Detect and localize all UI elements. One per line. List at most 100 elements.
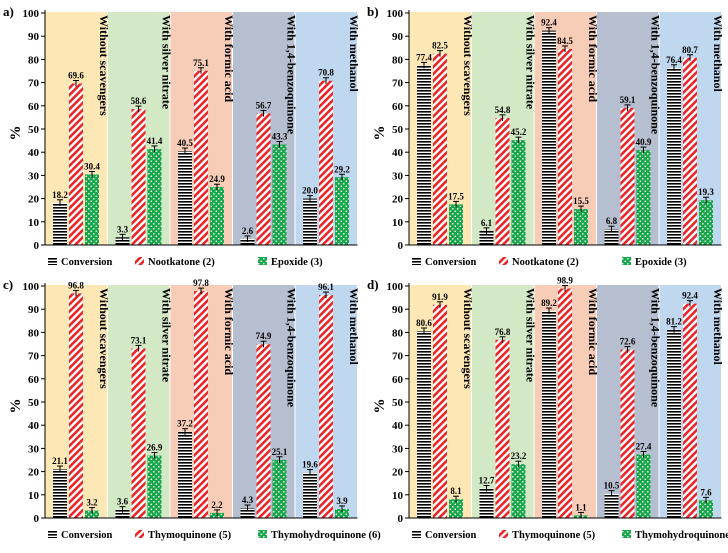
y-tick-label: 40: [28, 420, 40, 432]
data-label: 30.4: [84, 161, 100, 171]
data-label: 73.1: [131, 335, 147, 345]
data-label: 40.9: [636, 137, 652, 147]
group-label: With methanol: [711, 15, 725, 92]
data-label: 7.6: [700, 487, 712, 497]
y-tick-label: 20: [28, 194, 40, 206]
panel-label: b): [367, 4, 379, 19]
y-tick-label: 10: [392, 490, 404, 502]
legend-entry: Conversion: [412, 530, 476, 541]
bar-conversion: [240, 238, 255, 245]
data-label: 43.3: [272, 132, 288, 142]
bar-thymoquinone-5: [683, 303, 697, 518]
bar-conversion: [417, 65, 431, 245]
bar-conversion: [53, 469, 67, 518]
legend-label: Conversion: [61, 530, 112, 541]
legend-entry: Thymoquinone (5): [135, 530, 232, 541]
group-label: With formic acid: [222, 288, 236, 375]
group-label: With silver nitrate: [524, 15, 538, 110]
legend-swatch: [499, 257, 508, 265]
bar-thymoquinone-5: [131, 348, 146, 518]
data-label: 96.1: [318, 282, 334, 292]
y-tick-label: 60: [28, 374, 40, 386]
data-label: 10.5: [604, 481, 620, 491]
data-label: 92.4: [541, 18, 557, 28]
data-label: 80.6: [416, 318, 432, 328]
group-label: Without scavengers: [461, 288, 475, 389]
bar-thymoquinone-5: [256, 344, 271, 518]
legend-label: Epoxide (3): [635, 257, 687, 268]
data-label: 69.6: [68, 71, 84, 81]
bar-conversion: [115, 237, 130, 245]
data-label: 19.3: [698, 187, 714, 197]
data-label: 27.4: [636, 441, 652, 451]
chart-panel-a: 18.2 69.6 30.4 Without scavengers 3.3 58.6 41.…: [3, 4, 361, 268]
legend-entry: Conversion: [48, 257, 112, 268]
data-label: 74.9: [256, 331, 272, 341]
bar-thymohydroquinone-6: [699, 500, 713, 518]
bar-conversion: [178, 151, 192, 245]
group-label: With methanol: [347, 288, 361, 365]
group-label: With silver nitrate: [160, 15, 174, 110]
legend-entry: Epoxide (3): [622, 257, 687, 268]
data-label: 15.5: [573, 196, 589, 206]
data-label: 3.9: [336, 496, 348, 506]
data-label: 76.4: [666, 55, 682, 65]
bar-conversion: [178, 431, 192, 518]
legend-entry: Conversion: [48, 530, 112, 541]
data-label: 40.5: [177, 138, 193, 148]
bar-conversion: [417, 331, 431, 518]
group-label: Without scavengers: [97, 15, 111, 116]
y-tick-label: 30: [28, 170, 40, 182]
legend-label: Conversion: [425, 257, 476, 268]
y-tick-label: 20: [392, 194, 404, 206]
data-label: 76.8: [495, 327, 511, 337]
legend-swatch: [48, 530, 57, 538]
y-tick-label: 0: [34, 513, 40, 525]
data-label: 58.6: [131, 96, 147, 106]
bar-conversion: [303, 472, 317, 518]
data-label: 3.6: [117, 497, 129, 507]
bar-epoxide-3: [335, 177, 349, 245]
y-tick-label: 60: [28, 101, 40, 113]
data-label: 59.1: [620, 95, 636, 105]
data-label: 70.8: [318, 68, 334, 78]
legend-swatch: [135, 530, 144, 538]
legend-entry: Thymoquinone (5): [499, 530, 596, 541]
y-tick-label: 10: [28, 490, 40, 502]
data-label: 8.1: [450, 486, 462, 496]
bar-conversion: [479, 488, 494, 518]
bar-thymohydroquinone-6: [85, 510, 99, 518]
bar-thymohydroquinone-6: [636, 454, 651, 518]
legend-swatch: [412, 257, 421, 265]
y-tick-label: 30: [392, 443, 404, 455]
y-tick-label: 90: [392, 304, 404, 316]
panel-label: c): [3, 277, 13, 292]
legend-swatch: [622, 257, 631, 265]
y-tick-label: 0: [34, 240, 40, 252]
legend-entry: Conversion: [412, 257, 476, 268]
legend-swatch: [48, 257, 57, 265]
y-tick-label: 50: [28, 124, 40, 136]
group-label: With methanol: [711, 288, 725, 365]
y-tick-label: 80: [28, 54, 40, 66]
y-tick-label: 50: [392, 124, 404, 136]
group-label: Without scavengers: [461, 15, 475, 116]
y-tick-label: 60: [392, 101, 404, 113]
data-label: 25.1: [272, 447, 288, 457]
bar-thymohydroquinone-6: [511, 464, 526, 518]
legend-label: Nootkatone (2): [148, 257, 215, 268]
bar-thymoquinone-5: [319, 295, 333, 518]
legend-label: Conversion: [61, 257, 112, 268]
data-label: 3.3: [117, 224, 129, 234]
bar-conversion: [667, 67, 681, 245]
data-label: 98.9: [557, 276, 573, 286]
y-tick-label: 90: [392, 31, 404, 43]
y-axis-label: %: [372, 399, 388, 414]
bar-epoxide-3: [511, 140, 526, 245]
bar-conversion: [604, 493, 619, 518]
legend-entry: Nootkatone (2): [499, 257, 579, 268]
legend-swatch: [135, 257, 144, 265]
legend-label: Thymohydroquinone (6): [635, 530, 728, 541]
y-tick-label: 40: [392, 420, 404, 432]
